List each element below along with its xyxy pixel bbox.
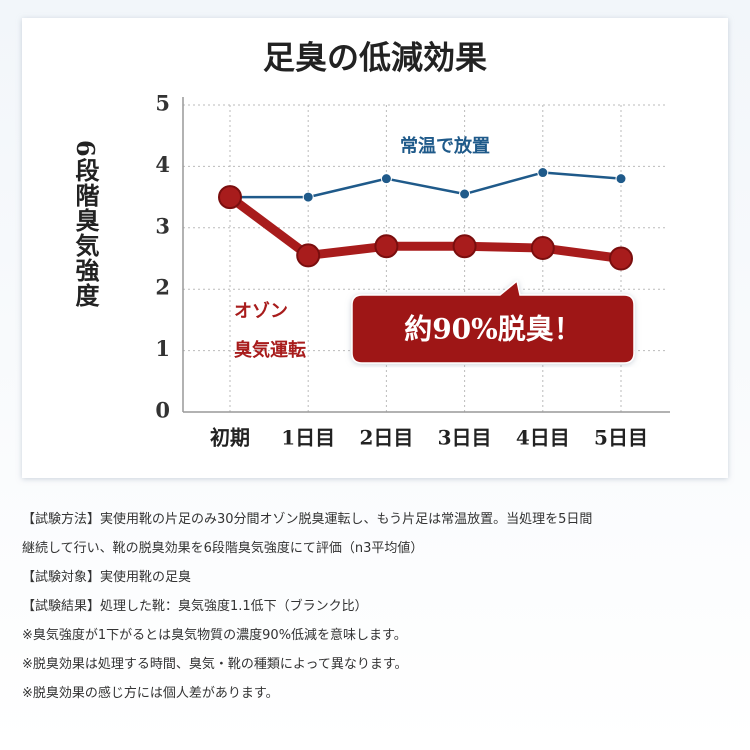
point bbox=[374, 234, 399, 259]
x-tick-label: 初期 bbox=[210, 426, 250, 450]
series-label: 常温で放置 bbox=[400, 135, 490, 157]
note-line: ※脱臭効果の感じ方には個人差があります。 bbox=[22, 686, 279, 701]
note-line: 継続して行い、靴の脱臭効果を6段階臭気強度にて評価（n3平均値） bbox=[22, 541, 424, 556]
x-tick-label: 2日目 bbox=[359, 426, 413, 450]
y-tick-label: 3 bbox=[155, 213, 170, 238]
note-line: ※臭気強度が1下がるとは臭気物質の濃度90%低減を意味します。 bbox=[22, 628, 407, 643]
point bbox=[218, 185, 242, 210]
x-tick-label: 1日目 bbox=[281, 426, 335, 450]
series-label: オゾン 臭気運転 bbox=[234, 301, 306, 361]
point bbox=[302, 191, 314, 203]
x-tick-label: 3日目 bbox=[438, 426, 492, 450]
series-line bbox=[227, 193, 622, 263]
point bbox=[380, 173, 392, 185]
x-tick-label: 5日目 bbox=[594, 426, 648, 450]
point bbox=[459, 188, 471, 200]
callout bbox=[351, 279, 635, 364]
point bbox=[452, 234, 477, 259]
y-tick-label: 5 bbox=[155, 91, 170, 116]
point bbox=[530, 236, 555, 261]
notes: 【試験方法】実使用靴の片足のみ30分間オゾン脱臭運転し、もう片足は常温放置。当処… bbox=[22, 508, 592, 711]
note-line: 【試験結果】処理した靴：臭気強度1.1低下（ブランク比） bbox=[22, 599, 368, 614]
callout-text: 約90%脱臭！ bbox=[404, 313, 582, 346]
x-tick-label: 4日目 bbox=[516, 426, 570, 450]
note-line: 【試験対象】実使用靴の足臭 bbox=[22, 570, 192, 585]
y-tick-label: 0 bbox=[155, 398, 170, 423]
y-tick-label: 1 bbox=[155, 336, 170, 361]
note-line: 【試験方法】実使用靴の片足のみ30分間オゾン脱臭運転し、もう片足は常温放置。当処… bbox=[22, 512, 593, 527]
y-tick-label: 4 bbox=[155, 152, 170, 177]
point bbox=[609, 246, 633, 271]
point bbox=[615, 173, 627, 185]
point bbox=[537, 167, 549, 179]
point bbox=[296, 243, 321, 268]
y-axis-title: 6段階臭気強度 bbox=[71, 140, 100, 308]
note-line: ※脱臭効果は処理する時間、臭気・靴の種類によって異なります。 bbox=[22, 657, 408, 672]
y-tick-label: 2 bbox=[155, 275, 170, 300]
series-line bbox=[230, 171, 622, 199]
chart-title: 足臭の低減効果 bbox=[263, 39, 487, 77]
